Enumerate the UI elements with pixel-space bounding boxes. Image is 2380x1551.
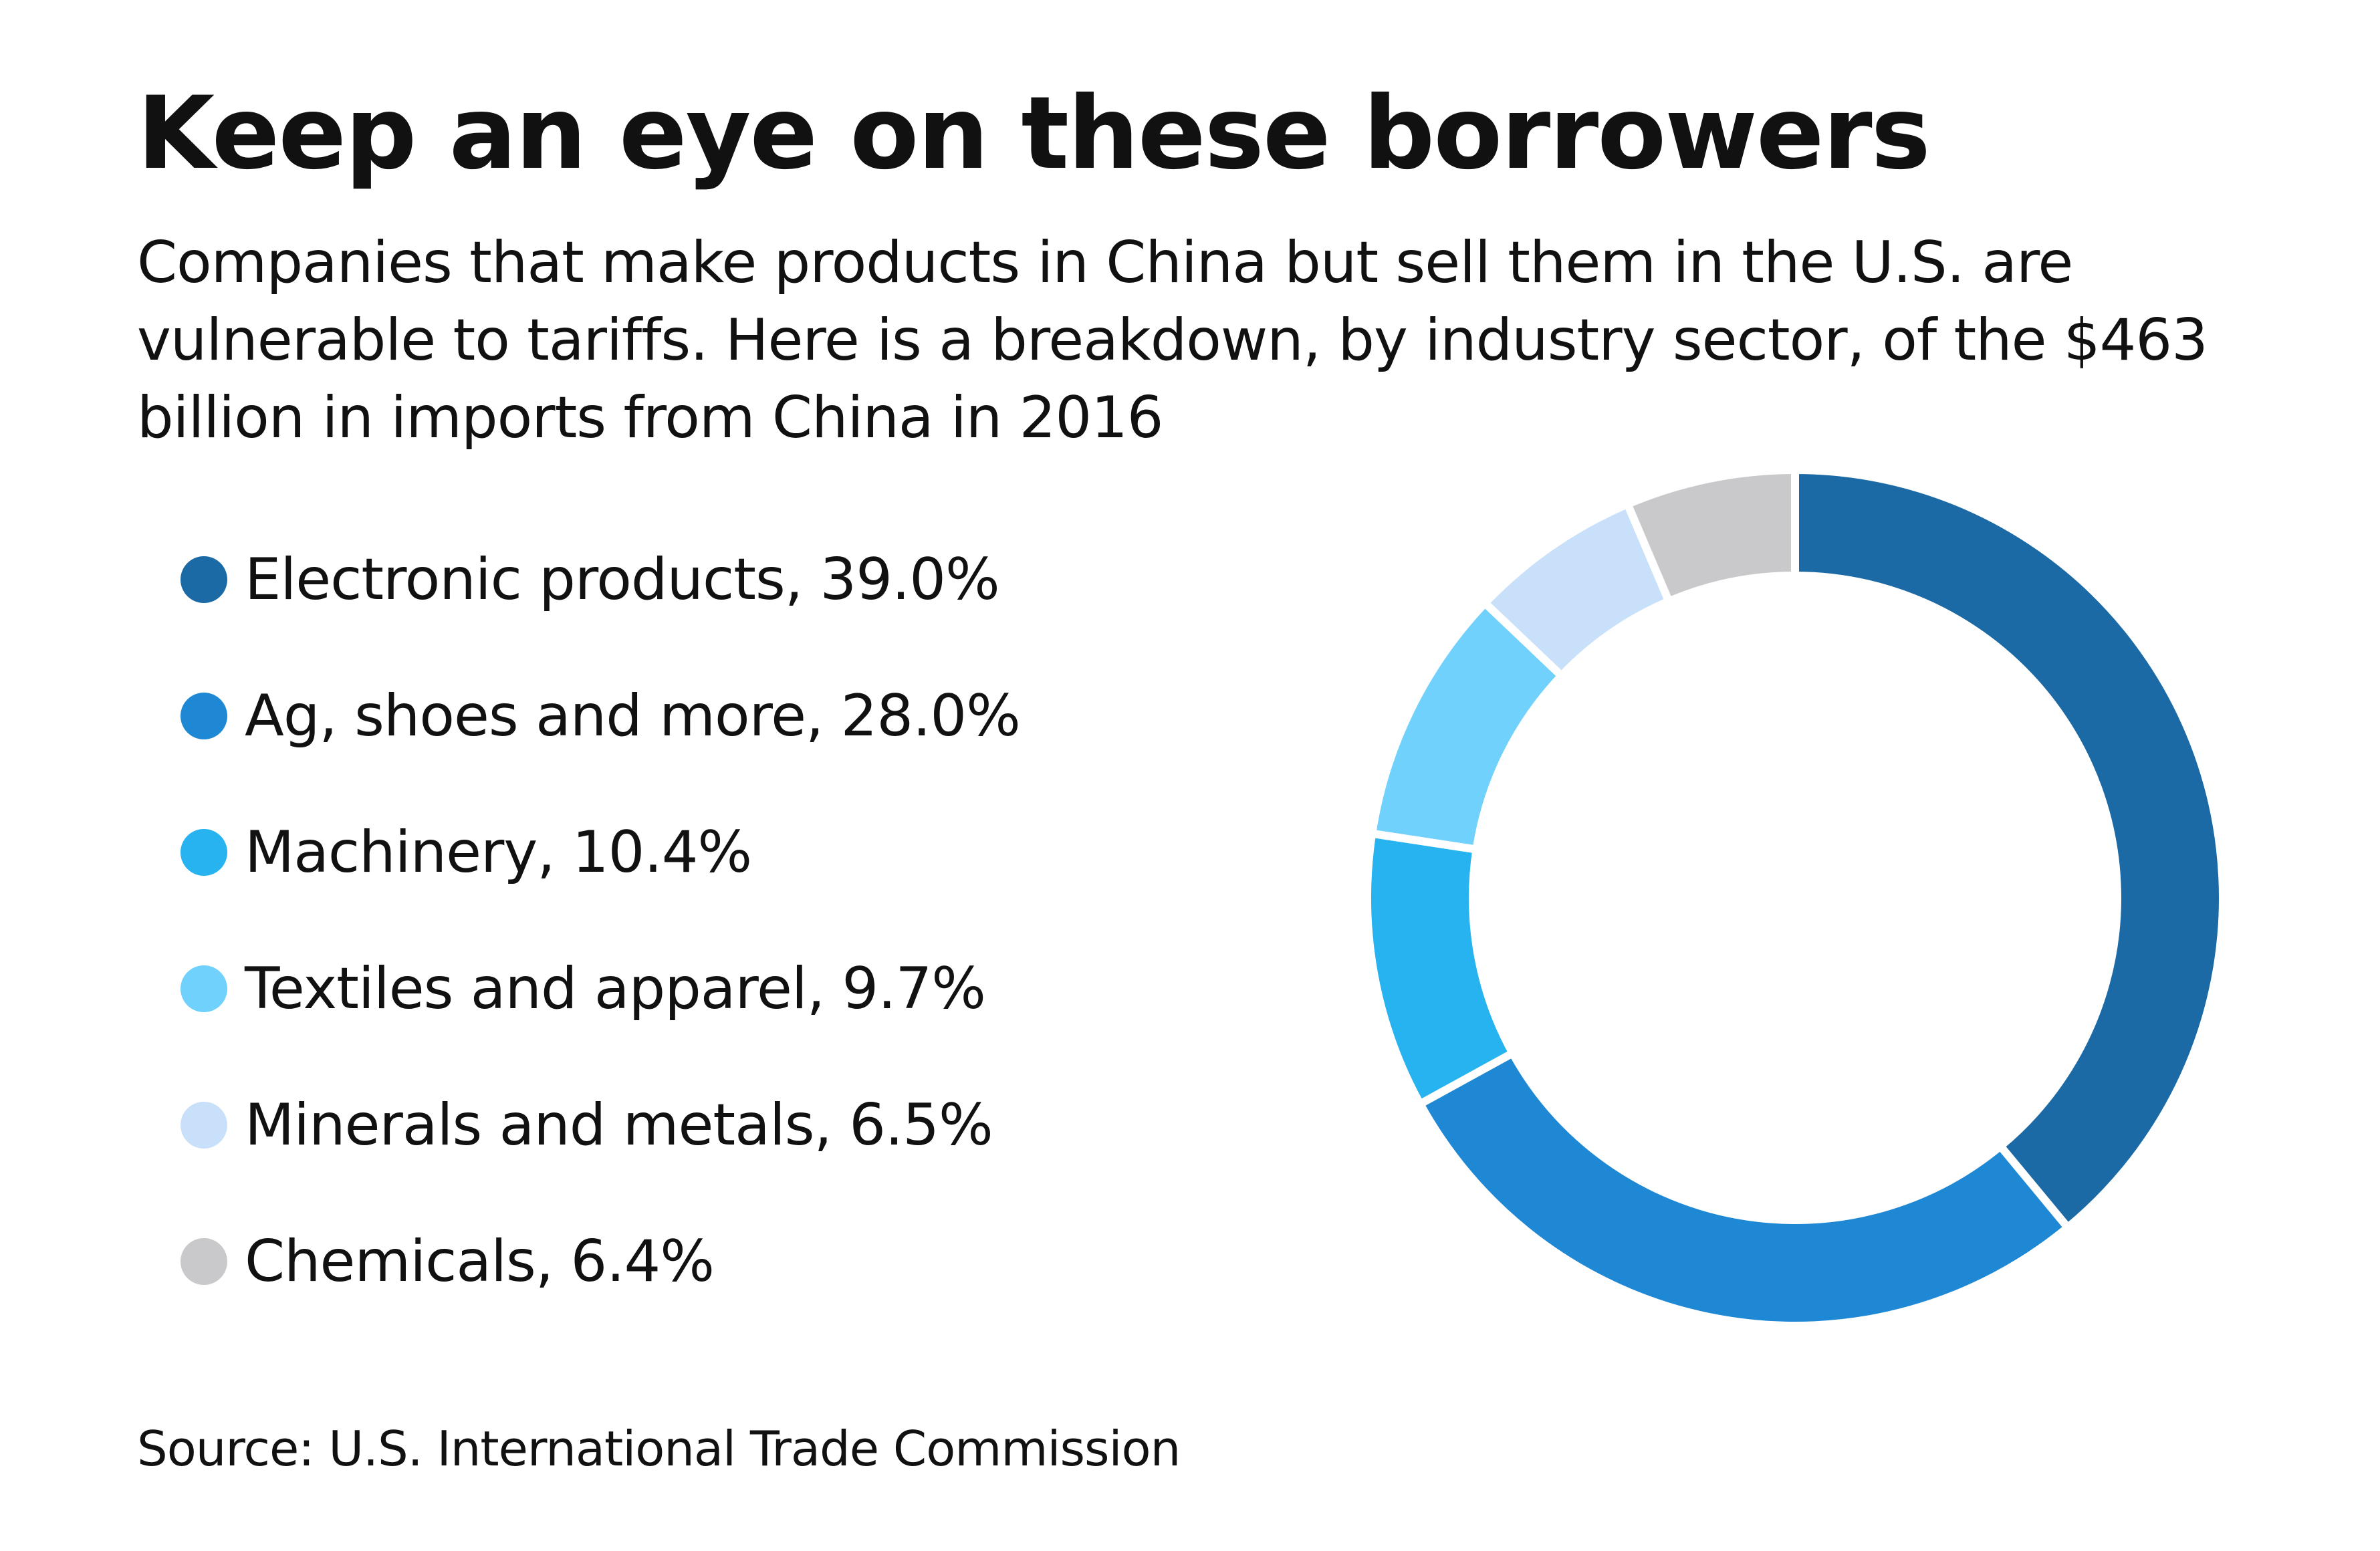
legend-swatch	[181, 1102, 227, 1149]
legend-label: Minerals and metals, 6.5%	[245, 1092, 993, 1159]
donut-chart	[1363, 468, 2220, 1330]
legend-swatch	[181, 965, 227, 1012]
donut-slice-5	[1622, 468, 1799, 607]
legend-item-textiles: Textiles and apparel, 9.7%	[181, 921, 1020, 1057]
legend-label: Textiles and apparel, 9.7%	[245, 955, 986, 1022]
legend-swatch	[181, 556, 227, 603]
legend-item-minerals: Minerals and metals, 6.5%	[181, 1057, 1020, 1193]
legend: Electronic products, 39.0% Ag, shoes and…	[181, 511, 1021, 1330]
legend-label: Electronic products, 39.0%	[245, 546, 1000, 613]
legend-swatch	[181, 693, 227, 739]
legend-label: Ag, shoes and more, 28.0%	[245, 683, 1021, 749]
chart-title: Keep an eye on these borrowers	[137, 76, 1931, 192]
legend-label: Chemicals, 6.4%	[245, 1228, 715, 1295]
legend-swatch	[181, 829, 227, 876]
donut-slice-1	[1415, 1048, 2074, 1330]
chart-subtitle: Companies that make products in China bu…	[137, 229, 2208, 451]
legend-swatch	[181, 1238, 227, 1285]
legend-item-chemicals: Chemicals, 6.4%	[181, 1193, 1020, 1330]
source-note: Source: U.S. International Trade Commiss…	[137, 1421, 1181, 1477]
legend-item-ag-shoes: Ag, shoes and more, 28.0%	[181, 648, 1021, 784]
legend-item-electronic-products: Electronic products, 39.0%	[181, 511, 1020, 648]
legend-label: Machinery, 10.4%	[245, 819, 752, 886]
donut-slice-2	[1363, 829, 1518, 1110]
legend-item-machinery: Machinery, 10.4%	[181, 784, 1020, 921]
donut-slice-0	[1791, 468, 2220, 1233]
